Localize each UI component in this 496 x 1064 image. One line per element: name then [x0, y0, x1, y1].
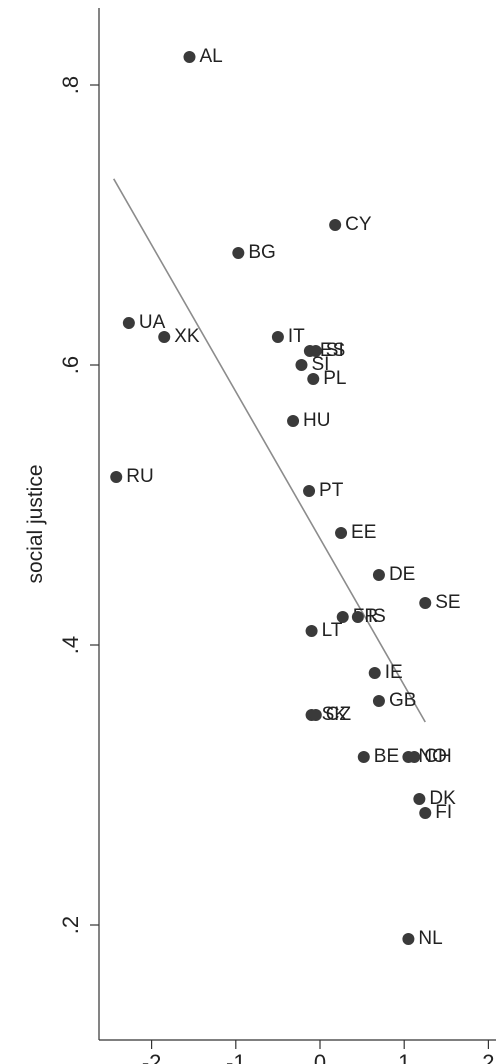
x-tick-label: 1 [398, 1050, 410, 1064]
point-label: SE [435, 592, 460, 613]
point-label: UA [139, 312, 166, 333]
point-label: RU [126, 466, 153, 487]
point-label: FI [435, 802, 452, 823]
point-label: SK [322, 704, 348, 725]
point-label: SI [311, 354, 329, 375]
data-point [303, 485, 316, 497]
data-point [271, 331, 284, 343]
y-tick-label: .2 [58, 916, 83, 934]
data-point [419, 597, 432, 609]
point-label: GB [389, 690, 416, 711]
y-tick-label: .4 [58, 636, 83, 654]
data-point [158, 331, 171, 343]
data-point [419, 807, 432, 819]
x-tick-label: -2 [142, 1050, 162, 1064]
point-label: NO [418, 746, 447, 767]
data-point [402, 933, 415, 945]
data-point [122, 317, 135, 329]
data-point [329, 219, 342, 231]
point-label: BE [374, 746, 399, 767]
x-tick-label: 2 [482, 1050, 494, 1064]
data-point [309, 345, 322, 357]
point-label: CY [345, 214, 372, 235]
point-label: IE [385, 662, 403, 683]
point-label: SI [326, 340, 344, 361]
data-point [309, 709, 322, 721]
data-point [232, 247, 245, 259]
x-axis: -2 -1 0 1 2 [99, 1039, 496, 1064]
point-label: PL [323, 368, 346, 389]
x-tick-label: 0 [314, 1050, 326, 1064]
point-label: HU [303, 410, 330, 431]
point-label: NL [418, 928, 442, 949]
y-axis: .2 .4 .6 .8 [58, 8, 100, 1040]
y-tick-label: .6 [58, 356, 83, 374]
point-label: CZ [326, 704, 352, 725]
point-label: ES [320, 340, 345, 361]
point-label: AL [199, 46, 222, 67]
fit-line-group [113, 178, 426, 723]
point-label: XK [174, 326, 200, 347]
fit-line [113, 178, 426, 723]
data-point [305, 625, 318, 637]
data-point [368, 667, 381, 679]
data-point [413, 793, 426, 805]
data-point [336, 611, 349, 623]
y-tick-label: .8 [58, 76, 83, 94]
point-label: BG [248, 242, 275, 263]
data-point [287, 415, 300, 427]
data-point [335, 527, 348, 539]
data-point [357, 751, 370, 763]
point-label: DE [389, 564, 415, 585]
point-label: LT [322, 620, 343, 641]
data-point [372, 695, 385, 707]
data-point [295, 359, 308, 371]
data-point [408, 751, 421, 763]
data-point [307, 373, 320, 385]
data-point [183, 51, 196, 63]
point-label: IT [288, 326, 305, 347]
y-axis-title: social justice [24, 464, 47, 583]
point-label: CH [424, 746, 451, 767]
x-tick-label: -1 [226, 1050, 246, 1064]
point-label: PT [319, 480, 344, 501]
point-label: EE [351, 522, 376, 543]
data-point [351, 611, 364, 623]
point-label: IS [368, 606, 386, 627]
point-label: DK [429, 788, 456, 809]
data-point [110, 471, 123, 483]
data-point [372, 569, 385, 581]
